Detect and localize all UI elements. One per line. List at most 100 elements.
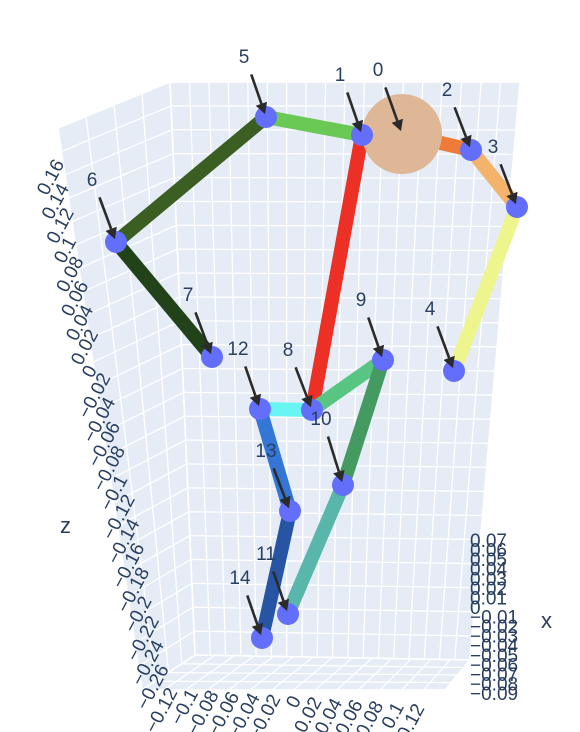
grid-line-floor-b	[206, 655, 255, 691]
annotation-arrowhead-4	[443, 355, 455, 369]
annotation-arrow-6	[98, 196, 113, 230]
grid-line-left-v	[85, 116, 156, 682]
head-marker-layer	[362, 94, 442, 174]
joint-label-3: 3	[488, 137, 499, 158]
annotation-arrow-7	[194, 311, 209, 345]
grid-line-back-v	[301, 81, 307, 657]
joint-marker-7[interactable]	[201, 346, 223, 368]
x-axis-tick: −0.04	[470, 636, 519, 657]
grid-line-left-v	[113, 104, 170, 673]
annotation-arrowhead-14	[251, 622, 264, 636]
x-axis-tick: 0.07	[470, 531, 507, 552]
grid-line-left-v	[169, 81, 196, 656]
joint-label-9: 9	[356, 290, 367, 311]
joint-label-13: 13	[255, 441, 276, 462]
x-axis-tick: −0.01	[470, 608, 518, 629]
joint-marker-5[interactable]	[255, 106, 277, 128]
x-axis-tick: 0.04	[470, 560, 507, 581]
grid-line-floor-b	[336, 657, 373, 691]
joint-label-14: 14	[229, 568, 251, 589]
bone-9-10[interactable]	[336, 357, 390, 488]
annotation-arrows	[98, 74, 518, 636]
annotation-arrowhead-0	[391, 118, 403, 132]
annotation-arrowhead-11	[277, 598, 290, 612]
joint-marker-10[interactable]	[332, 474, 354, 496]
x-axis-tick: −0.06	[470, 655, 518, 676]
bone-10-11[interactable]	[281, 482, 350, 617]
bone-6-7[interactable]	[110, 237, 218, 362]
grid-line-back-v	[227, 81, 242, 656]
annotation-arrow-14	[246, 595, 259, 626]
bones-layer	[110, 110, 524, 640]
grid-line-back-v	[347, 81, 366, 658]
grid-line-floor-b	[422, 659, 451, 691]
joint-label-11: 11	[256, 544, 276, 565]
annotation-arrowhead-7	[201, 341, 213, 355]
joint-marker-2[interactable]	[460, 139, 482, 161]
annotation-arrow-5	[250, 74, 263, 105]
grid-line-back-v	[247, 81, 257, 657]
x-axis-tick: 0.05	[470, 550, 507, 571]
joint-marker-8[interactable]	[301, 399, 323, 421]
grid-line-floor-b	[444, 659, 471, 691]
joint-marker-9[interactable]	[372, 349, 394, 371]
joint-label-6: 6	[87, 170, 98, 191]
grid-line-floor-b	[271, 656, 314, 691]
joint-label-8: 8	[283, 340, 294, 361]
grid-line-floor-b	[163, 654, 216, 691]
bone-12-13[interactable]	[253, 407, 297, 513]
grid-line-floor-b	[184, 655, 235, 691]
head-marker[interactable]	[362, 94, 442, 174]
grid-line-back-v	[469, 81, 521, 661]
annotation-arrow-8	[294, 366, 309, 398]
annotation-arrowhead-8	[301, 394, 313, 408]
annotation-arrow-13	[272, 467, 287, 499]
x-axis-title: x	[541, 608, 552, 633]
annotation-arrow-10	[326, 436, 341, 473]
grid-line-back-v	[208, 81, 227, 656]
x-axis-tick: −0.05	[470, 646, 518, 667]
annotation-arrow-12	[244, 366, 257, 397]
joint-label-4: 4	[425, 299, 436, 320]
grid-line-floor-b	[249, 656, 294, 691]
bone-5-6[interactable]	[111, 111, 271, 248]
annotation-arrowhead-12	[249, 393, 262, 407]
annotation-arrow-1	[346, 92, 359, 123]
joint-marker-6[interactable]	[105, 231, 127, 253]
joint-marker-13[interactable]	[279, 500, 301, 522]
annotation-arrowhead-3	[506, 191, 518, 205]
bone-3-4[interactable]	[447, 204, 524, 374]
joint-marker-1[interactable]	[351, 124, 373, 146]
grid-line-left-v	[141, 93, 183, 664]
grid-line-back-v	[377, 81, 404, 659]
grid-line-floor-b	[293, 657, 333, 691]
x-axis-tick: −0.09	[470, 684, 518, 705]
joint-label-7: 7	[183, 285, 194, 306]
joint-marker-11[interactable]	[277, 603, 299, 625]
joint-marker-4[interactable]	[443, 360, 465, 382]
grid-line-back-v	[331, 81, 346, 658]
bone-13-14[interactable]	[255, 509, 297, 640]
bone-1-5[interactable]	[264, 110, 364, 142]
annotation-arrow-3	[499, 163, 514, 195]
joint-marker-12[interactable]	[249, 398, 271, 420]
x-axis-tick: 0.02	[470, 579, 507, 600]
x-axis-tick: −0.08	[470, 674, 518, 695]
grid-line-back-v	[266, 81, 273, 657]
annotation-arrowhead-5	[255, 101, 268, 115]
grid-line-back-v	[423, 81, 463, 660]
joints-layer	[105, 106, 528, 649]
bone-8-9[interactable]	[307, 354, 388, 416]
grid-line-floor-b	[379, 658, 412, 691]
axis-ticks: 0.160.140.120.10.080.060.040.020−0.02−0.…	[33, 156, 518, 732]
annotation-arrowhead-1	[351, 119, 364, 133]
bone-1-8[interactable]	[305, 133, 369, 412]
joint-marker-3[interactable]	[506, 196, 528, 218]
x-axis-tick: −0.03	[470, 627, 518, 648]
annotation-arrow-0	[384, 86, 399, 122]
grid-line-floor-b	[314, 657, 353, 691]
joint-marker-14[interactable]	[251, 627, 273, 649]
joint-label-10: 10	[310, 409, 331, 430]
x-axis-tick: 0.03	[470, 569, 507, 590]
